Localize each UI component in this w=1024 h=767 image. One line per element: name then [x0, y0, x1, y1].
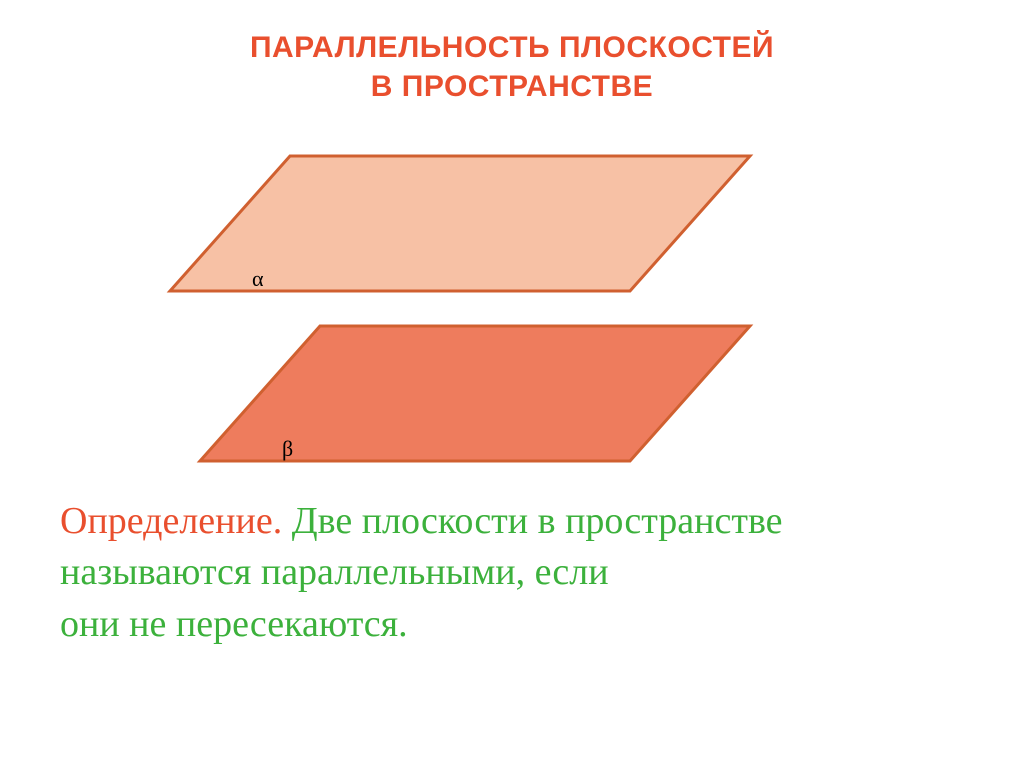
plane-beta-label: β — [282, 436, 293, 462]
title-line-2: В ПРОСТРАНСТВЕ — [0, 67, 1024, 106]
definition-label: Определение. — [60, 500, 292, 542]
title-line-1: ПАРАЛЛЕЛЬНОСТЬ ПЛОСКОСТЕЙ — [0, 28, 1024, 67]
definition-block: Определение. Две плоскости в пространств… — [0, 496, 1024, 650]
planes-diagram: α β — [0, 126, 1024, 486]
page-title: ПАРАЛЛЕЛЬНОСТЬ ПЛОСКОСТЕЙ В ПРОСТРАНСТВЕ — [0, 0, 1024, 106]
plane-alpha-label: α — [252, 266, 264, 292]
planes-svg — [0, 126, 1024, 486]
